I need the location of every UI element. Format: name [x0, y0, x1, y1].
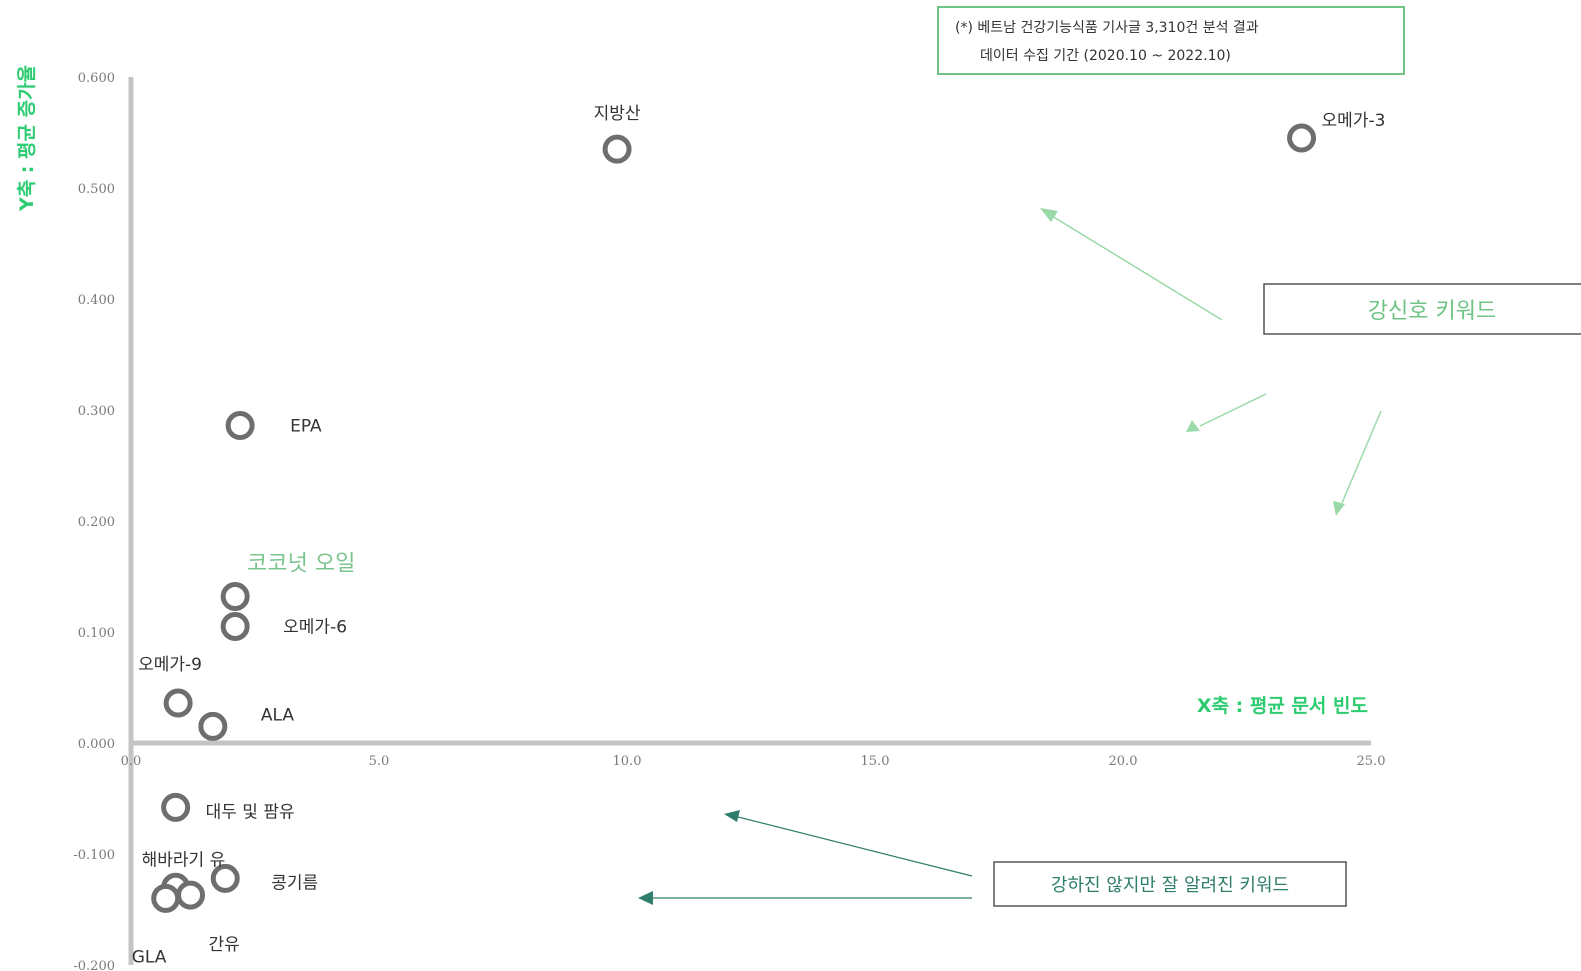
known-keyword-callout: 강하진 않지만 잘 알려진 키워드: [993, 861, 1347, 907]
x-axis-title: X축 : 평균 문서 빈도: [1197, 695, 1368, 717]
data-point-label: 대두 및 팜유: [206, 802, 295, 822]
data-point-label: ALA: [261, 705, 294, 725]
y-tick-label: 0.500: [78, 182, 115, 197]
strong-signal-box: [1263, 283, 1581, 335]
data-point: [210, 863, 240, 893]
arrow-line-up-left: [1051, 215, 1223, 321]
note-line-1: (*) 베트남 건강기능식품 기사글 3,310건 분석 결과: [955, 20, 1259, 36]
arrowhead-known-upper-icon: [724, 810, 740, 822]
y-tick-label: 0.200: [78, 515, 115, 530]
data-point: [602, 134, 632, 164]
data-point: [176, 880, 206, 910]
x-tick-label: 15.0: [861, 754, 890, 769]
data-point-label: 오메가-6: [283, 617, 347, 637]
y-tick-label: -0.200: [73, 959, 115, 971]
data-point-label: 간유: [209, 935, 240, 955]
arrow-line-known-upper: [737, 816, 973, 877]
data-point-label: 콩기름: [271, 873, 318, 893]
data-point: [151, 883, 181, 913]
data-point-label: EPA: [290, 417, 322, 437]
note-box-frame: [937, 6, 1405, 75]
arrowhead-left-icon: [1186, 420, 1200, 432]
arrowhead-up-left-icon: [1040, 208, 1058, 222]
data-point-label: 지방산: [594, 104, 641, 124]
note-line-2: 데이터 수집 기간 (2020.10 ~ 2022.10): [980, 48, 1231, 64]
data-point: [220, 611, 250, 641]
data-point: [161, 792, 191, 822]
arrow-line-left: [1199, 393, 1267, 427]
y-axis-title: Y축 : 평균 증가율: [16, 65, 38, 212]
y-tick-label: 0.100: [78, 626, 115, 641]
tick-labels: 0.600 0.500 0.400 0.300 0.200 0.100 0.000 -0.10…: [73, 71, 1385, 971]
data-point-label: 오메가-3: [1322, 111, 1386, 131]
y-tick-label: 0.400: [78, 293, 115, 308]
arrowhead-down-icon: [1333, 501, 1345, 516]
data-point-label: GLA: [132, 947, 167, 967]
data-point: [220, 581, 250, 611]
strong-signal-callout: 강신호 키워드: [1263, 283, 1581, 335]
data-point-label: 오메가-9: [138, 655, 202, 675]
data-point-label: 코코넛 오일: [247, 551, 355, 576]
x-tick-label: 20.0: [1109, 754, 1138, 769]
x-tick-label: 25.0: [1357, 754, 1386, 769]
data-point-label: 해바라기 유: [142, 850, 226, 870]
data-point: [1287, 123, 1317, 153]
data-point: [198, 711, 228, 741]
known-keyword-label: 강하진 않지만 잘 알려진 키워드: [1051, 875, 1289, 896]
data-note-box: (*) 베트남 건강기능식품 기사글 3,310건 분석 결과 데이터 수집 기…: [937, 6, 1405, 75]
y-tick-label: 0.000: [78, 737, 115, 752]
known-keyword-box: [993, 861, 1347, 907]
data-point: [225, 411, 255, 441]
y-tick-label: -0.100: [73, 848, 115, 863]
data-point: [163, 688, 193, 718]
y-tick-label: 0.600: [78, 71, 115, 86]
arrow-line-down: [1341, 410, 1382, 504]
strong-signal-label: 강신호 키워드: [1368, 299, 1496, 324]
x-tick-label: 5.0: [369, 754, 390, 769]
x-tick-label: 0.0: [121, 754, 142, 769]
chart-axes: [128, 77, 1371, 965]
strong-signal-arrows: [1051, 215, 1382, 504]
x-tick-label: 10.0: [613, 754, 642, 769]
arrowhead-known-lower-icon: [638, 891, 653, 905]
y-tick-label: 0.300: [78, 404, 115, 419]
